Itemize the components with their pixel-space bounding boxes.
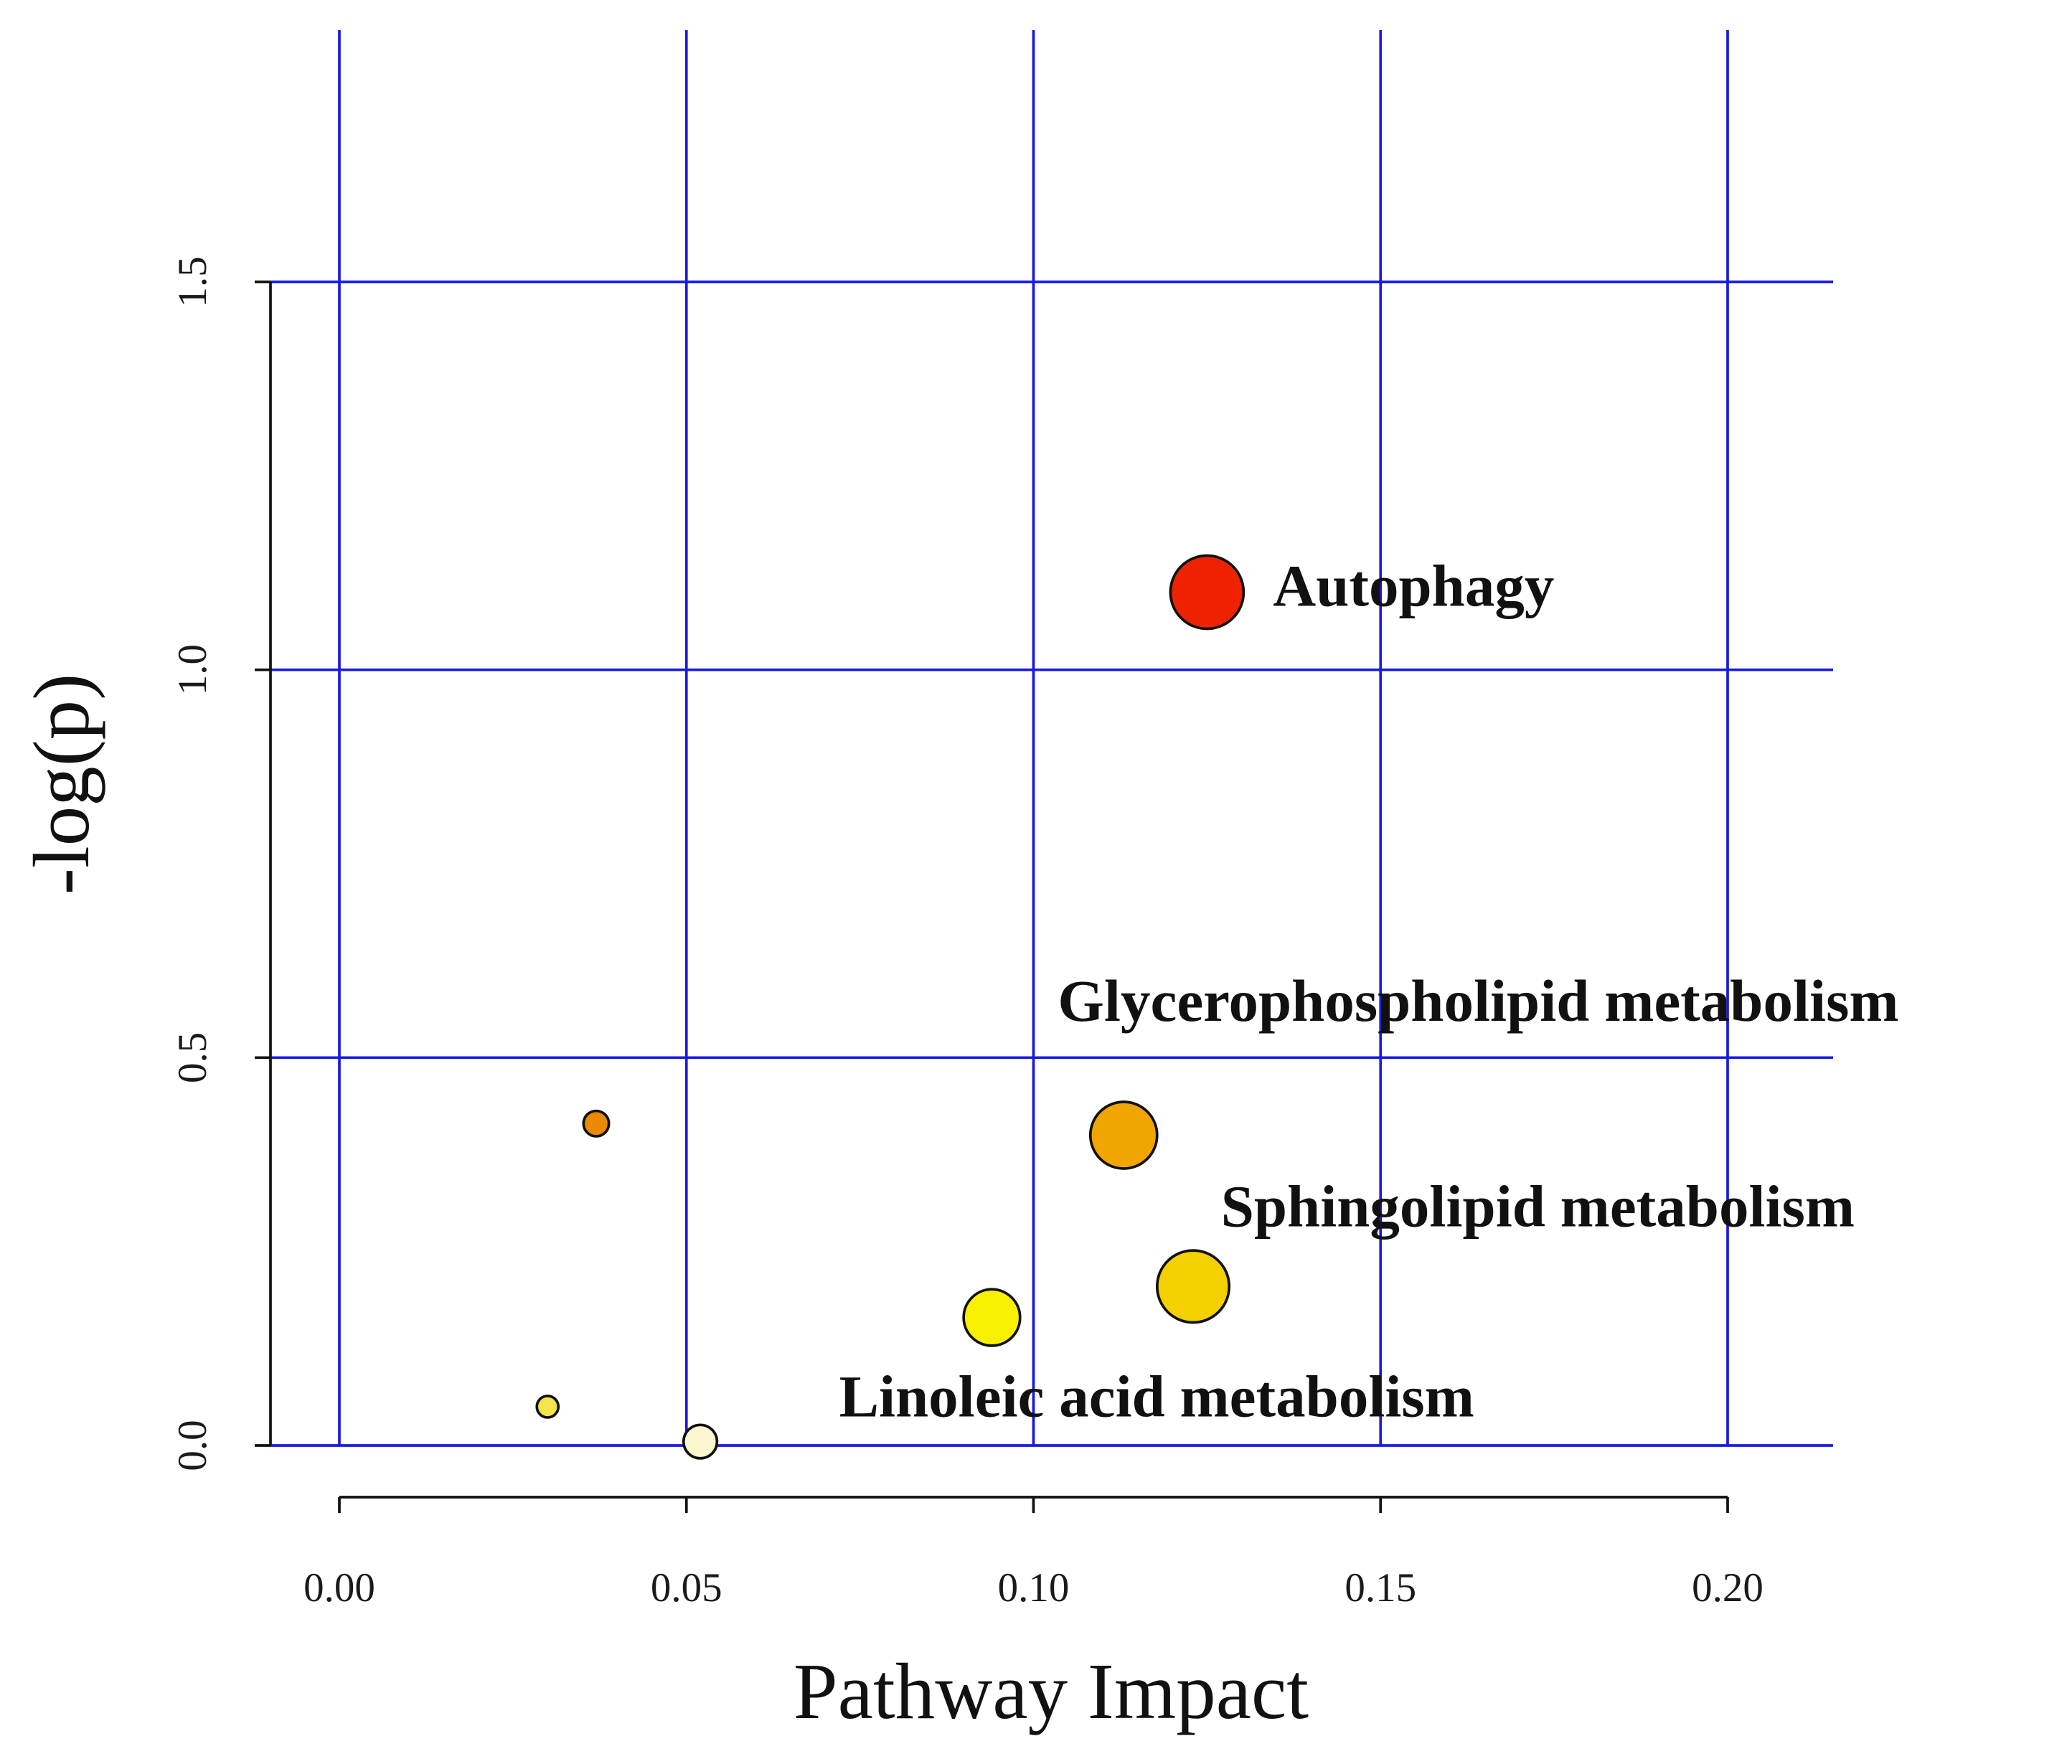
label-glycerophospholipid-metabolism: Glycerophospholipid metabolism <box>1058 968 1898 1034</box>
point-annotations: Autophagy Glycerophospholipid metabolism S… <box>839 553 1899 1430</box>
point-autophagy <box>1169 554 1245 631</box>
label-linoleic-acid-metabolism: Linoleic acid metabolism <box>839 1364 1474 1430</box>
x-tick-label: 0.15 <box>1345 1565 1416 1610</box>
point-unlabeled <box>682 1423 719 1460</box>
x-tick-label: 0.00 <box>303 1565 375 1610</box>
y-tick-label: 0.0 <box>170 1420 215 1471</box>
y-tick-label: 1.0 <box>170 644 215 695</box>
y-tick-label: 1.5 <box>170 256 215 307</box>
point-unlabeled <box>582 1109 611 1138</box>
point-glycerophospholipid-metabolism <box>1088 1100 1159 1170</box>
axes <box>255 280 1729 1513</box>
tick-labels: 0.00 0.05 0.10 0.15 0.20 0.0 0.5 1.0 1.5 <box>170 256 1763 1610</box>
point-sphingolipid-metabolism <box>1155 1249 1231 1324</box>
data-points <box>535 554 1245 1460</box>
grid-lines <box>270 30 1833 1447</box>
x-tick-label: 0.10 <box>998 1565 1070 1610</box>
x-tick-label: 0.20 <box>1692 1565 1763 1610</box>
x-tick-label: 0.05 <box>651 1565 722 1610</box>
y-tick-label: 0.5 <box>170 1032 215 1083</box>
point-unlabeled <box>535 1395 560 1419</box>
point-linoleic-acid-metabolism <box>962 1288 1022 1347</box>
label-autophagy: Autophagy <box>1273 553 1554 619</box>
y-axis-title: -log(p) <box>18 674 106 895</box>
x-axis-title: Pathway Impact <box>794 1648 1309 1736</box>
label-sphingolipid-metabolism: Sphingolipid metabolism <box>1221 1174 1855 1240</box>
